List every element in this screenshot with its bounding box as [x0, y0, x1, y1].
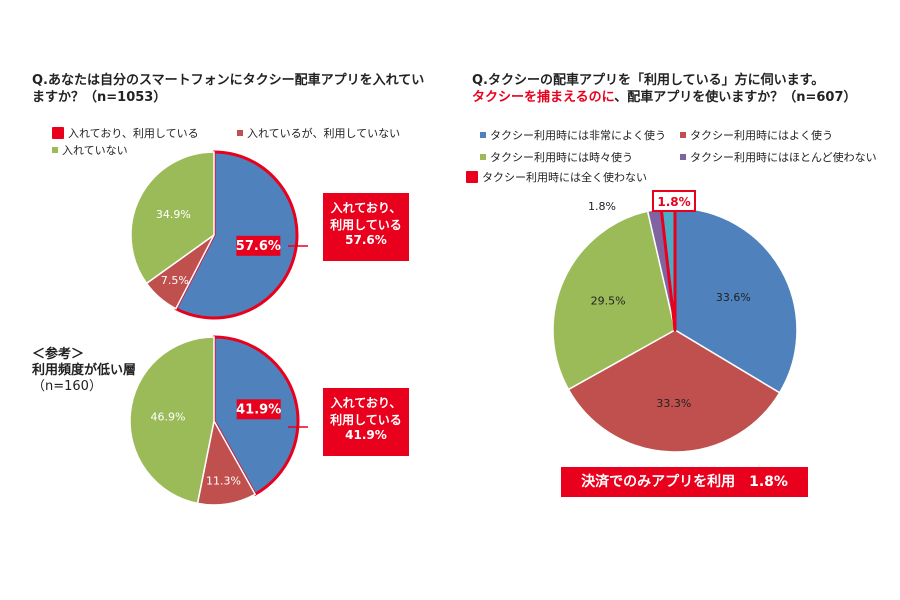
callout-line: 利用している	[330, 413, 402, 427]
pie-slice	[130, 151, 215, 285]
callout-line: 利用している	[330, 218, 402, 232]
right-legend-item-2: タクシー利用時にはよく使う	[680, 129, 833, 143]
legend-label: タクシー利用時には全く使わない	[482, 171, 647, 184]
right-legend-item-5: タクシー利用時には全く使わない	[466, 171, 647, 185]
question-rest: 、配車アプリを使いますか？（n=607）	[614, 90, 857, 105]
left-question-line1: Q.あなたは自分のスマートフォンにタクシー配車アプリを入れてい	[32, 73, 425, 88]
pie-slice-highlight	[212, 335, 300, 496]
legend-swatch	[480, 132, 486, 138]
bottom-callout: 決済でのみアプリを利用 1.8%	[561, 467, 808, 497]
callout-line: 41.9%	[345, 428, 387, 442]
pie-chart-3: 33.6% 33.3% 29.5% 1.8% 1.8%	[552, 190, 798, 453]
legend-swatch	[680, 132, 686, 138]
reference-heading: ＜参考＞	[32, 347, 85, 362]
reference-label: ＜参考＞ 利用頻度が低い層 （n=160）	[32, 347, 136, 395]
legend-label: 入れており、利用している	[68, 127, 199, 140]
callout-line: 入れており、	[330, 396, 402, 410]
question-highlight: タクシーを捕まえるのに	[472, 90, 615, 105]
pie-label-box	[236, 399, 281, 420]
left-question-line2: ますか？（n=1053）	[32, 90, 167, 105]
pie-data-label: 29.5%	[591, 294, 626, 307]
legend-swatch	[680, 154, 686, 160]
left-legend-item-1: 入れており、利用している	[52, 127, 199, 141]
legend-label: 入れていない	[62, 144, 128, 157]
right-question-line1: Q.タクシーの配車アプリを「利用している」方に伺います。	[472, 73, 825, 88]
callout-box-1: 入れており、 利用している 57.6%	[323, 193, 409, 261]
pie-label-box	[652, 190, 696, 212]
right-question-line2: タクシーを捕まえるのに、配車アプリを使いますか？（n=607）	[472, 89, 857, 106]
callout-line: 57.6%	[345, 233, 387, 247]
pie-label-box	[236, 235, 281, 256]
pie-chart-2: 41.9% 11.3% 46.9%	[129, 335, 308, 506]
pie-data-label: 7.5%	[161, 274, 189, 287]
callout-box-2: 入れており、 利用している 41.9%	[323, 388, 409, 456]
legend-swatch	[52, 127, 64, 139]
pie-data-label: 41.9%	[236, 402, 281, 417]
pie-slice	[674, 207, 798, 394]
legend-label: タクシー利用時にはよく使う	[690, 129, 833, 142]
pie-slice-highlight	[174, 150, 299, 320]
right-legend-item-4: タクシー利用時にはほとんど使わない	[680, 151, 877, 165]
pie-data-label: 33.6%	[716, 291, 751, 304]
pie-data-label: 33.3%	[656, 397, 691, 410]
right-legend-item-1: タクシー利用時には非常によく使う	[480, 129, 666, 143]
legend-label: 入れているが、利用していない	[247, 127, 401, 140]
legend-swatch	[52, 147, 58, 153]
reference-n: （n=160）	[32, 379, 102, 394]
pie-slice	[552, 210, 676, 391]
pie-data-label: 34.9%	[156, 208, 191, 221]
pie-data-label: 11.3%	[206, 475, 241, 488]
legend-label: タクシー利用時には非常によく使う	[490, 129, 666, 142]
reference-subheading: 利用頻度が低い層	[32, 363, 137, 378]
pie-chart-1: 57.6% 7.5% 34.9%	[130, 150, 308, 320]
legend-label: タクシー利用時にはほとんど使わない	[690, 151, 877, 164]
left-legend-item-2: 入れているが、利用していない	[237, 127, 400, 141]
pie-data-label: 1.8%	[657, 195, 690, 209]
pie-data-label: 1.8%	[588, 200, 616, 213]
legend-swatch	[237, 130, 243, 136]
pie-data-label: 46.9%	[151, 410, 186, 423]
right-legend-item-3: タクシー利用時には時々使う	[480, 151, 633, 165]
left-legend-item-3: 入れていない	[52, 144, 128, 158]
right-question: Q.タクシーの配車アプリを「利用している」方に伺います。 タクシーを捕まえるのに…	[472, 72, 857, 106]
legend-label: タクシー利用時には時々使う	[490, 151, 633, 164]
pie-slice	[129, 336, 215, 505]
pie-data-label: 57.6%	[236, 239, 281, 254]
legend-swatch	[466, 171, 478, 183]
legend-swatch	[480, 154, 486, 160]
callout-line: 入れており、	[330, 201, 402, 215]
left-question: Q.あなたは自分のスマートフォンにタクシー配車アプリを入れてい ますか？（n=1…	[32, 72, 424, 106]
